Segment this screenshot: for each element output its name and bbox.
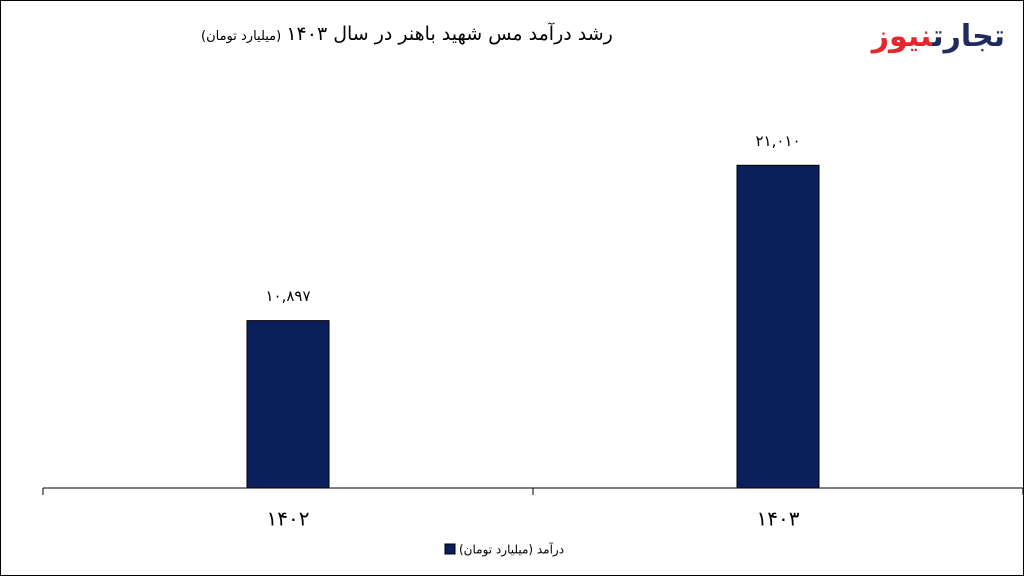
logo-part: تجارت (932, 19, 1005, 54)
x-tick-label: ۱۴۰۳ (757, 507, 800, 531)
legend-swatch (444, 543, 456, 555)
value-label: ۱۰,۸۹۷ (265, 287, 310, 305)
legend-label: درآمد (میلیارد تومان) (459, 542, 564, 558)
logo: تجارتنیوز (872, 19, 1005, 54)
bar (736, 164, 820, 489)
chart-subtitle: (میلیارد تومان) (201, 29, 282, 44)
title-block: رشد درآمد مس شهید باهنر در سال ۱۴۰۳ (میل… (201, 23, 741, 45)
value-label: ۲۱,۰۱۰ (755, 132, 800, 150)
logo-part: نیوز (871, 19, 933, 54)
chart-title: رشد درآمد مس شهید باهنر در سال ۱۴۰۳ (286, 23, 613, 45)
bar (246, 320, 330, 489)
x-tick-label: ۱۴۰۲ (267, 507, 310, 531)
